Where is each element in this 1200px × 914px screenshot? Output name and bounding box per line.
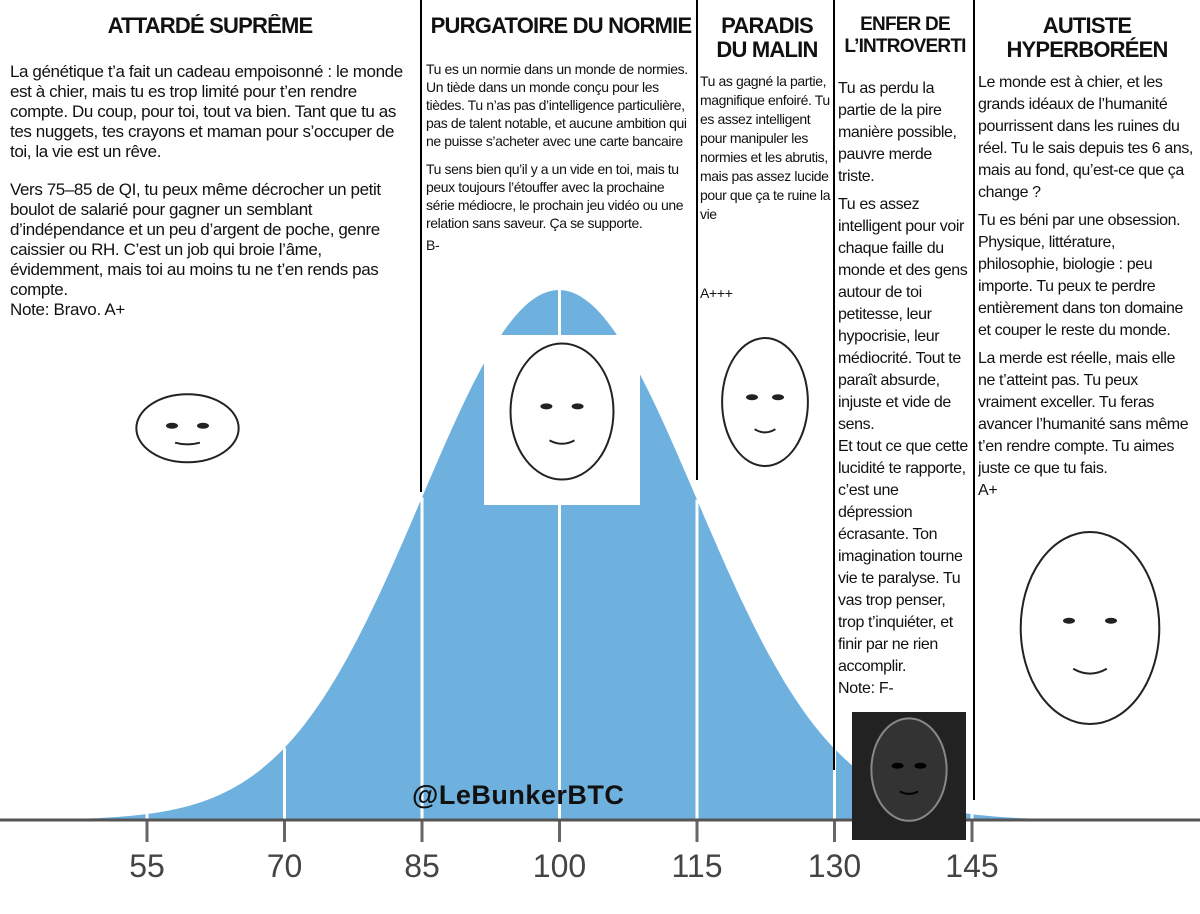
column-title: AUTISTE HYPERBORÉEN <box>1006 14 1168 62</box>
x-tick-label: 85 <box>404 848 440 884</box>
column: PARADIS DU MALIN Tu as gagné la partie, … <box>700 14 834 303</box>
x-tick-label: 55 <box>129 848 165 884</box>
grade: B- <box>426 237 440 253</box>
face <box>509 342 615 481</box>
eye <box>540 403 553 410</box>
face <box>721 337 809 467</box>
paragraph: La génétique t’a fait un cadeau empoison… <box>10 62 403 161</box>
grade: A+++ <box>700 285 733 301</box>
x-tick-label: 145 <box>945 848 998 884</box>
column-title: PURGATOIRE DU NORMIE <box>430 14 692 38</box>
eye <box>891 762 904 769</box>
paragraph: Tu es assez intelligent pour voir chaque… <box>838 196 968 433</box>
column-body: Le monde est à chier, et les grands idéa… <box>978 72 1196 502</box>
x-tick-label: 130 <box>808 848 861 884</box>
column-title: PARADIS DU MALIN <box>716 14 818 62</box>
bell-curve <box>0 290 1200 820</box>
paragraph: Tu es un normie dans un monde de normies… <box>426 61 688 149</box>
paragraph: Vers 75–85 de QI, tu peux même décrocher… <box>10 180 381 299</box>
mouth <box>549 439 575 445</box>
mouth <box>1072 667 1108 675</box>
paragraph: Tu as perdu la partie de la pire manière… <box>838 80 957 185</box>
paragraph: Le monde est à chier, et les grands idéa… <box>978 74 1193 201</box>
face <box>1019 531 1161 725</box>
paragraph: Tu as gagné la partie, magnifique enfoir… <box>700 73 831 222</box>
face <box>870 717 948 822</box>
watermark: @LeBunkerBTC <box>412 780 625 810</box>
eye <box>772 394 784 401</box>
column-body: Tu es un normie dans un monde de normies… <box>426 60 696 254</box>
mouth <box>899 790 919 795</box>
column: ATTARDÉ SUPRÊME La génétique t’a fait un… <box>10 14 410 320</box>
grade: A+ <box>978 482 998 499</box>
column: ENFER DE L’INTROVERTI Tu as perdu la par… <box>838 14 972 700</box>
column-body: La génétique t’a fait un cadeau empoison… <box>10 62 410 320</box>
paragraph: Tu sens bien qu’il y a un vide en toi, m… <box>426 161 684 231</box>
column: AUTISTE HYPERBORÉEN Le monde est à chier… <box>978 14 1196 502</box>
face <box>135 393 240 464</box>
column-title: ENFER DE L’INTROVERTI <box>844 14 966 57</box>
paragraph: Et tout ce que cette lucidité te rapport… <box>838 438 968 675</box>
column: PURGATOIRE DU NORMIE Tu es un normie dan… <box>426 14 696 254</box>
eye <box>746 394 758 401</box>
eye <box>914 762 927 769</box>
column-body: Tu as perdu la partie de la pire manière… <box>838 78 972 700</box>
grade: Note: F- <box>838 680 894 697</box>
eye <box>166 422 178 429</box>
eye <box>1063 617 1075 624</box>
x-tick-label: 115 <box>671 848 722 884</box>
x-tick-label: 70 <box>267 848 303 884</box>
mouth <box>754 428 776 434</box>
mouth <box>174 441 201 446</box>
column-title: ATTARDÉ SUPRÊME <box>107 14 314 38</box>
eye <box>1105 617 1117 624</box>
eye <box>571 403 584 410</box>
paragraph: La merde est réelle, mais elle ne t’atte… <box>978 350 1189 477</box>
column-body: Tu as gagné la partie, magnifique enfoir… <box>700 72 834 303</box>
x-tick-label: 100 <box>533 848 586 884</box>
eye <box>197 422 209 429</box>
grade: Note: Bravo. A+ <box>10 300 126 319</box>
paragraph: Tu es béni par une obsession. Physique, … <box>978 212 1183 339</box>
